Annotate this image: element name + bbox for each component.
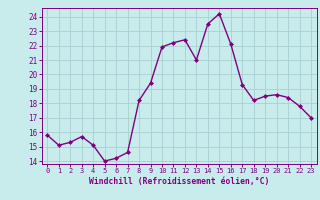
X-axis label: Windchill (Refroidissement éolien,°C): Windchill (Refroidissement éolien,°C) [89, 177, 269, 186]
